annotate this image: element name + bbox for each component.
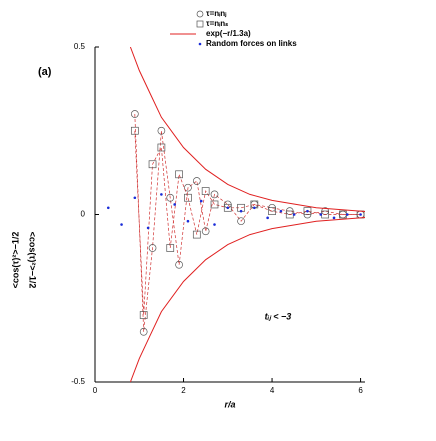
series-line <box>134 113 361 332</box>
dot-point <box>359 213 362 216</box>
square-point <box>157 143 166 152</box>
dot-point <box>199 199 203 203</box>
dot-point <box>306 209 309 213</box>
square-point <box>139 311 148 319</box>
y-tick-label: 0 <box>81 210 86 219</box>
legend-marker <box>198 42 202 46</box>
dot-point <box>226 206 230 210</box>
legend-label: Random forces on links <box>206 39 297 48</box>
square-point <box>184 193 192 202</box>
circle-point <box>175 260 183 269</box>
dot-point <box>133 196 137 200</box>
square-point <box>223 203 232 212</box>
dot-point <box>173 203 176 206</box>
side-label: <cos(τ)²>−1/2 <box>28 232 38 289</box>
circle-point <box>237 217 245 226</box>
circle-point <box>139 327 148 336</box>
dot-point <box>332 216 336 220</box>
dot-point <box>292 213 296 216</box>
circle-point <box>201 227 210 236</box>
dot-point <box>213 223 216 226</box>
x-tick-label: 0 <box>93 386 98 395</box>
square-point <box>210 200 219 209</box>
annotation: tᵢⱼ < −3 <box>265 311 292 321</box>
x-tick-label: 2 <box>181 386 186 395</box>
square-point <box>192 230 201 239</box>
square-point <box>148 160 157 169</box>
legend-label: τ=nᵢnₛ <box>206 19 228 28</box>
square-point <box>130 126 139 135</box>
circle-point <box>148 244 157 252</box>
panel-label: (a) <box>38 66 52 78</box>
circle-point <box>166 193 175 202</box>
x-axis-label: r/a <box>224 399 235 409</box>
dot-point <box>253 206 256 210</box>
square-point <box>166 244 175 252</box>
circle-point <box>157 126 166 135</box>
circle-point <box>210 190 219 199</box>
circle-point <box>192 177 201 185</box>
envelope-lower <box>129 217 365 382</box>
y-tick-label: 0.5 <box>74 42 86 51</box>
legend-label: τ=nᵢnⱼ <box>206 9 227 18</box>
square-point <box>268 207 276 215</box>
series-line <box>134 130 361 316</box>
x-tick-label: 6 <box>358 386 363 395</box>
y-axis-label: <cos(τ)²>−1/2 <box>10 232 20 289</box>
dot-point <box>186 219 190 223</box>
square-point <box>175 170 183 179</box>
legend-label: exp(−r/1.3a) <box>206 29 251 38</box>
dot-point <box>106 206 110 210</box>
dot-point <box>120 223 123 226</box>
dot-point <box>319 213 323 216</box>
dot-point <box>345 213 349 216</box>
legend-marker <box>196 20 204 28</box>
x-tick-label: 4 <box>270 386 275 395</box>
dot-point <box>160 193 163 196</box>
square-point <box>303 207 312 215</box>
circle-point <box>130 110 139 118</box>
dot-point <box>266 216 269 220</box>
square-point <box>201 187 210 195</box>
dot-point <box>146 226 150 230</box>
circle-point <box>184 183 192 192</box>
dot-point <box>239 209 243 213</box>
dot-point <box>279 209 283 213</box>
envelope-upper <box>129 47 365 212</box>
legend-marker <box>196 10 204 18</box>
y-tick-label: -0.5 <box>71 377 85 386</box>
